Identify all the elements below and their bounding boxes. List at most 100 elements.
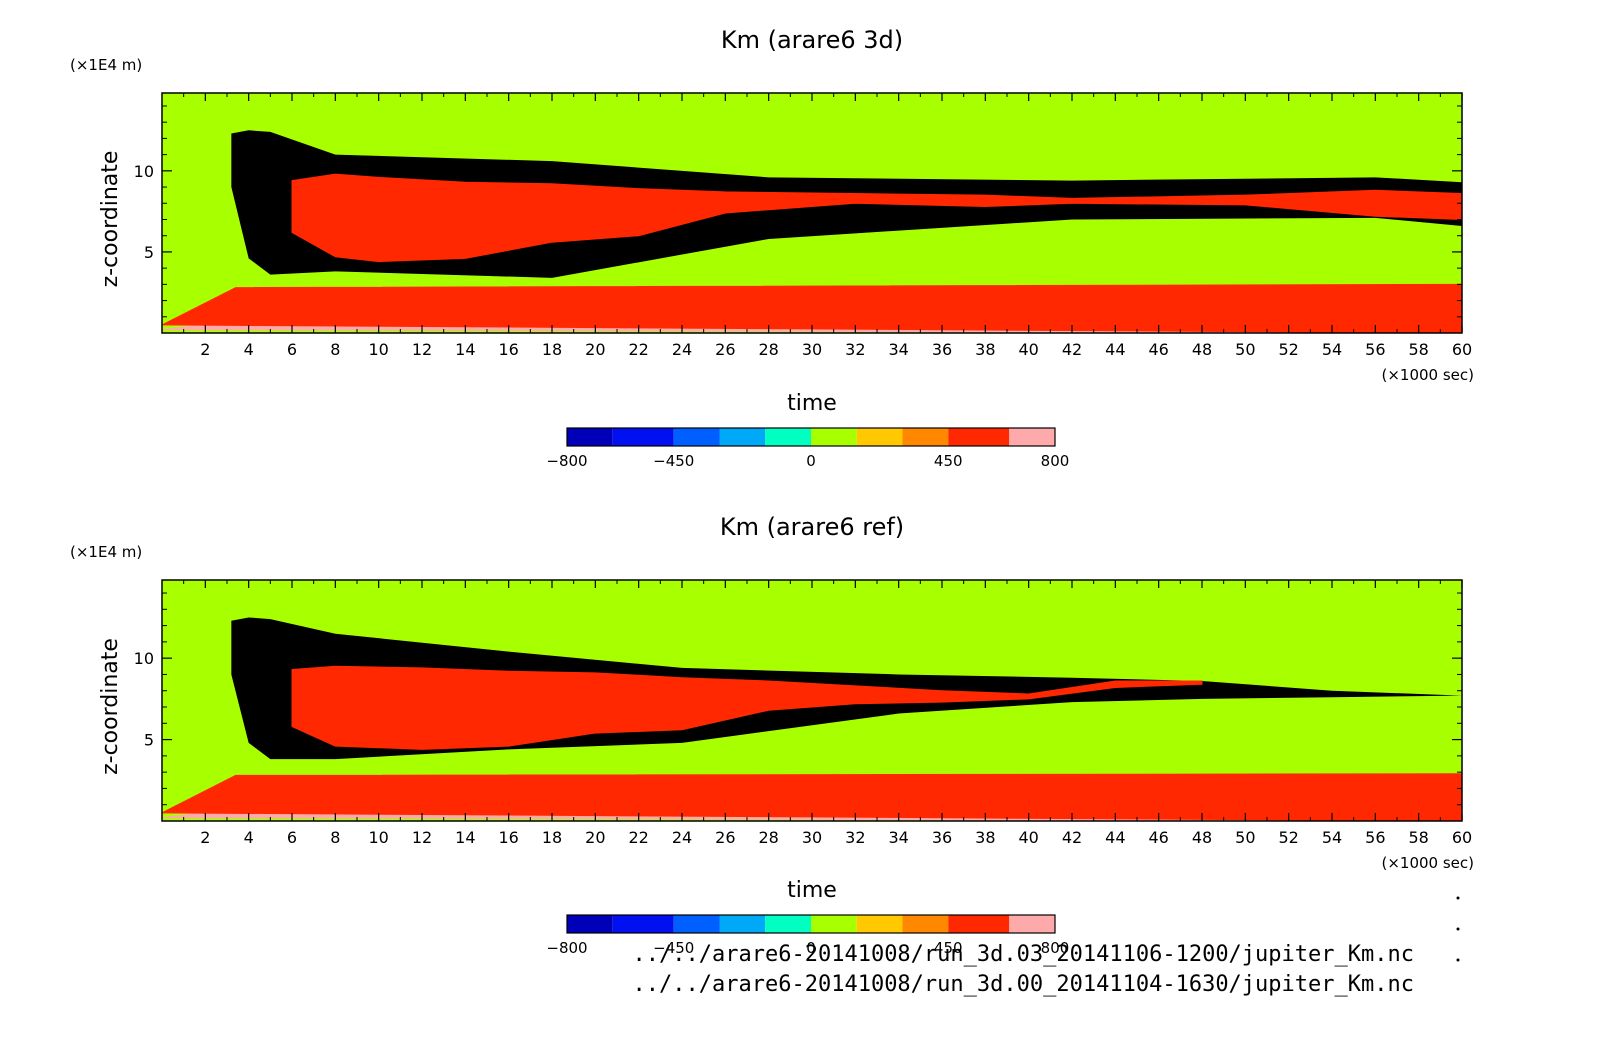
colorbar-segment-2-6	[811, 915, 857, 933]
marker-dot-2	[1456, 958, 1460, 962]
x-tick-label-1-36: 36	[932, 340, 952, 359]
x-tick-label-2-10: 10	[368, 828, 388, 847]
x-tick-label-1-6: 6	[287, 340, 297, 359]
x-tick-label-1-40: 40	[1018, 340, 1038, 359]
x-tick-label-2-26: 26	[715, 828, 735, 847]
x-tick-label-2-60: 60	[1452, 828, 1472, 847]
colorbar-segment-1-9	[948, 428, 1010, 446]
x-tick-label-2-54: 54	[1322, 828, 1342, 847]
field-group-1	[162, 93, 1462, 333]
x-tick-label-1-18: 18	[542, 340, 562, 359]
chart-title-2: Km (arare6 ref)	[720, 513, 904, 541]
x-tick-label-1-8: 8	[330, 340, 340, 359]
y-axis-label-1: z-coordinate	[98, 151, 123, 288]
field-group-2	[162, 580, 1462, 821]
x-tick-label-2-48: 48	[1192, 828, 1212, 847]
x-tick-label-1-44: 44	[1105, 340, 1125, 359]
y-tick-label-1-5: 5	[144, 243, 154, 262]
x-tick-label-2-40: 40	[1018, 828, 1038, 847]
chart-title-1: Km (arare6 3d)	[721, 26, 903, 54]
x-tick-label-1-10: 10	[368, 340, 388, 359]
x-tick-label-1-32: 32	[845, 340, 865, 359]
x-tick-label-2-46: 46	[1148, 828, 1168, 847]
colorbar-segment-1-5	[765, 428, 811, 446]
colorbar-segment-2-1	[567, 915, 613, 933]
x-axis-label-2: time	[787, 878, 837, 903]
colorbar-segment-2-5	[765, 915, 811, 933]
x-tick-label-2-4: 4	[244, 828, 254, 847]
colorbar-tick-label-1--800: −800	[546, 452, 587, 470]
colorbar-segment-1-7	[856, 428, 903, 446]
x-tick-label-1-2: 2	[200, 340, 210, 359]
x-tick-label-2-2: 2	[200, 828, 210, 847]
colorbar-tick-label-2--450: −450	[653, 939, 694, 957]
x-tick-label-2-52: 52	[1278, 828, 1298, 847]
x-tick-label-2-8: 8	[330, 828, 340, 847]
x-tick-label-2-28: 28	[758, 828, 778, 847]
x-tick-label-1-54: 54	[1322, 340, 1342, 359]
x-tick-label-2-58: 58	[1408, 828, 1428, 847]
colorbar-segment-2-4	[719, 915, 766, 933]
x-unit-label-1: (×1000 sec)	[1381, 366, 1474, 384]
colorbar-segment-1-4	[719, 428, 766, 446]
y-unit-label-2: (×1E4 m)	[70, 543, 142, 561]
x-tick-label-1-30: 30	[802, 340, 822, 359]
colorbar-frame-2	[566, 914, 1056, 934]
x-tick-label-1-42: 42	[1062, 340, 1082, 359]
x-tick-label-1-14: 14	[455, 340, 475, 359]
contour-band-2-3	[291, 665, 1203, 750]
x-tick-label-2-34: 34	[888, 828, 908, 847]
marker-dot-1	[1456, 927, 1460, 931]
x-tick-label-1-28: 28	[758, 340, 778, 359]
x-tick-label-1-46: 46	[1148, 340, 1168, 359]
x-tick-label-1-52: 52	[1278, 340, 1298, 359]
x-tick-label-1-26: 26	[715, 340, 735, 359]
colorbar-segment-1-8	[902, 428, 949, 446]
colorbar-tick-label-1--450: −450	[653, 452, 694, 470]
x-tick-label-2-44: 44	[1105, 828, 1125, 847]
x-tick-label-1-20: 20	[585, 340, 605, 359]
colorbar-segment-1-10	[1009, 428, 1055, 446]
x-tick-label-2-36: 36	[932, 828, 952, 847]
colorbar-segment-1-2	[612, 428, 674, 446]
y-unit-label-1: (×1E4 m)	[70, 56, 142, 74]
y-axis-label-2: z-coordinate	[98, 638, 123, 775]
x-tick-label-2-12: 12	[412, 828, 432, 847]
x-tick-label-2-6: 6	[287, 828, 297, 847]
colorbar-segment-2-2	[612, 915, 674, 933]
y-tick-label-2-5: 5	[144, 731, 154, 750]
y-tick-label-2-10: 10	[134, 649, 154, 668]
x-tick-label-1-4: 4	[244, 340, 254, 359]
colorbar-tick-label-2-800: 800	[1041, 939, 1070, 957]
x-tick-label-1-16: 16	[498, 340, 518, 359]
colorbar-tick-label-2--800: −800	[546, 939, 587, 957]
x-tick-label-1-50: 50	[1235, 340, 1255, 359]
source-file-1: ../../arare6-20141008/run_3d.03_20141106…	[632, 942, 1414, 967]
x-tick-label-2-22: 22	[628, 828, 648, 847]
x-tick-label-2-24: 24	[672, 828, 692, 847]
x-tick-label-1-56: 56	[1365, 340, 1385, 359]
x-tick-label-2-14: 14	[455, 828, 475, 847]
colorbar-segment-1-1	[567, 428, 613, 446]
x-tick-label-1-38: 38	[975, 340, 995, 359]
x-tick-label-2-32: 32	[845, 828, 865, 847]
x-tick-label-2-18: 18	[542, 828, 562, 847]
marker-dot-0	[1456, 896, 1460, 900]
x-tick-label-2-30: 30	[802, 828, 822, 847]
colorbar-tick-label-1-0: 0	[806, 452, 816, 470]
x-unit-label-2: (×1000 sec)	[1381, 854, 1474, 872]
colorbar-segment-2-10	[1009, 915, 1055, 933]
x-axis-label-1: time	[787, 391, 837, 416]
x-tick-label-2-42: 42	[1062, 828, 1082, 847]
colorbar-segment-2-3	[673, 915, 720, 933]
x-tick-label-1-22: 22	[628, 340, 648, 359]
colorbar-tick-label-2-450: 450	[934, 939, 963, 957]
x-tick-label-2-56: 56	[1365, 828, 1385, 847]
y-tick-label-1-10: 10	[134, 162, 154, 181]
x-tick-label-1-24: 24	[672, 340, 692, 359]
colorbar-frame-1	[566, 427, 1056, 447]
x-tick-label-1-12: 12	[412, 340, 432, 359]
x-tick-label-1-58: 58	[1408, 340, 1428, 359]
colorbar-segment-2-8	[902, 915, 949, 933]
